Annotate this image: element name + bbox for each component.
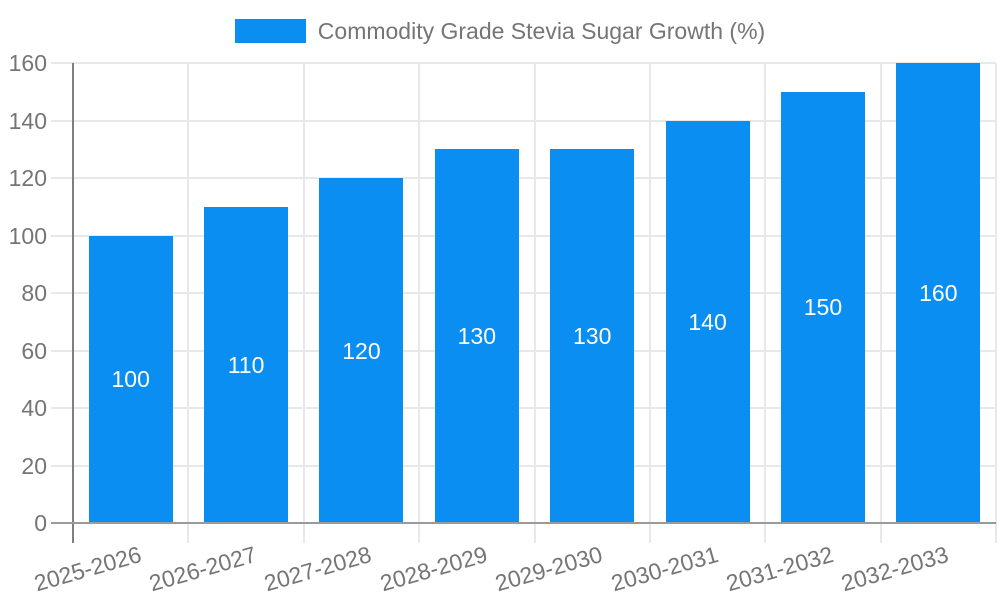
- gridline-horizontal: [51, 349, 996, 352]
- gridline-vertical: [879, 63, 882, 543]
- bar: [896, 63, 981, 523]
- bar-value-label: 140: [688, 308, 727, 335]
- y-axis-tick-label: 80: [21, 280, 47, 306]
- bar: [665, 120, 750, 523]
- gridline-horizontal: [51, 292, 996, 294]
- bar-value-label: 160: [919, 280, 958, 306]
- y-axis-tick-label: 120: [8, 165, 47, 191]
- chart-legend: Commodity Grade Stevia Sugar Growth (%): [0, 19, 1000, 43]
- gridline-horizontal: [51, 62, 996, 64]
- legend-item[interactable]: Commodity Grade Stevia Sugar Growth (%): [234, 18, 766, 44]
- gridline-horizontal: [51, 177, 996, 179]
- bar-value-label: 110: [227, 351, 265, 378]
- gridline-vertical: [187, 63, 190, 543]
- legend-label: Commodity Grade Stevia Sugar Growth (%): [317, 18, 766, 44]
- bar: [204, 206, 289, 523]
- gridline-horizontal: [51, 234, 996, 237]
- x-axis-line: [51, 522, 996, 524]
- y-axis-tick-label: 20: [21, 452, 47, 479]
- y-axis-line: [72, 63, 74, 543]
- y-axis-tick-label: 100: [8, 222, 47, 249]
- gridline-vertical: [648, 63, 651, 543]
- gridline-horizontal: [51, 119, 996, 122]
- y-axis-tick-label: 60: [21, 337, 47, 364]
- y-axis-tick-label: 140: [8, 107, 47, 134]
- gridline-vertical: [533, 63, 536, 543]
- bar: [780, 91, 865, 523]
- gridline-vertical: [418, 63, 421, 543]
- bar: [319, 178, 404, 523]
- legend-color-swatch: [234, 19, 306, 43]
- bar: [434, 149, 519, 523]
- bar-value-label: 150: [803, 294, 843, 321]
- bar: [88, 235, 173, 523]
- gridline-vertical: [764, 63, 767, 543]
- bar-value-label: 120: [342, 337, 381, 364]
- bar-value-label: 130: [457, 323, 496, 350]
- bar-value-label: 100: [111, 366, 150, 393]
- y-axis-tick-label: 0: [34, 510, 47, 536]
- y-axis-tick-label: 160: [8, 50, 47, 76]
- y-axis-tick-label: 40: [21, 395, 47, 421]
- bar-value-label: 130: [573, 323, 612, 350]
- gridline-vertical: [995, 63, 997, 543]
- gridline-vertical: [302, 63, 305, 543]
- gridline-horizontal: [51, 464, 996, 467]
- bar: [550, 149, 635, 523]
- gridline-horizontal: [51, 407, 996, 409]
